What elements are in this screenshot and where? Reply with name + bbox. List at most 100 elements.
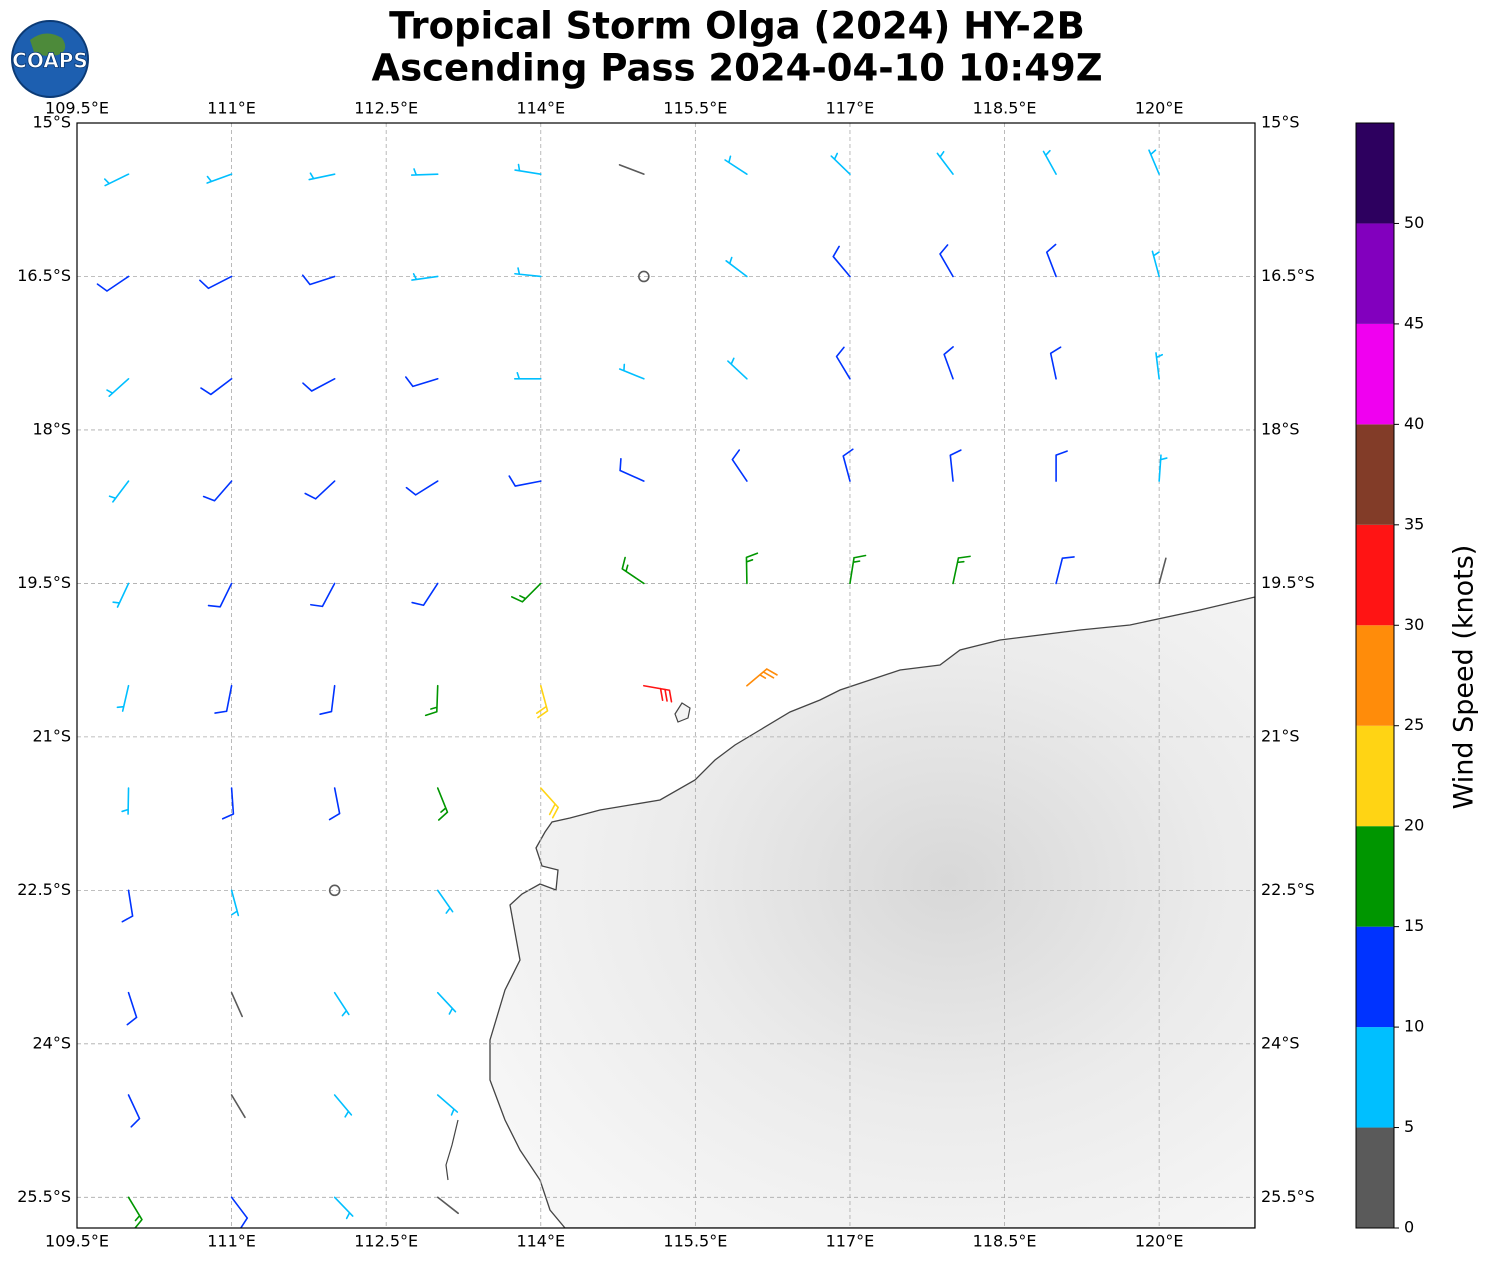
barb-shape xyxy=(849,554,867,585)
y-tick-label: 19.5°S xyxy=(1261,573,1315,592)
wind-barb xyxy=(436,787,449,821)
colorbar-tick-label: 45 xyxy=(1404,313,1424,332)
wind-barb xyxy=(436,991,457,1015)
wind-barb xyxy=(1049,346,1062,380)
barb-shape xyxy=(214,684,233,714)
colorbar: 0 5 10 15 20 25 30 35 40 45 50 xyxy=(1355,122,1424,1237)
y-tick-label: 16.5°S xyxy=(1261,266,1315,285)
wind-barb xyxy=(849,554,867,585)
wind-barb xyxy=(939,244,954,278)
wind-barb xyxy=(436,1094,459,1116)
wind-barb xyxy=(1151,250,1160,278)
colorbar-segment xyxy=(1356,625,1394,726)
subtitle: Ascending Pass 2024-04-10 10:49Z xyxy=(371,47,1102,90)
barb-shape xyxy=(230,1196,249,1228)
barb-shape xyxy=(514,163,542,175)
barb-shape xyxy=(301,274,336,286)
wind-barb xyxy=(333,1196,354,1220)
barb-shape xyxy=(618,164,645,175)
wind-barb xyxy=(207,582,233,608)
wind-barb xyxy=(126,991,138,1026)
barb-shape xyxy=(230,889,240,917)
x-tick-label: 109.5°E xyxy=(45,1232,109,1251)
barb-shape xyxy=(436,1094,459,1116)
calm-circle xyxy=(638,270,650,283)
barb-shape xyxy=(1049,346,1062,380)
wind-barb xyxy=(200,377,233,396)
barb-shape xyxy=(508,475,542,487)
barb-shape xyxy=(405,376,439,388)
x-tick-label: 115.5°E xyxy=(663,99,727,118)
barb-shape xyxy=(936,150,954,175)
y-tick-label: 16.5°S xyxy=(17,266,71,285)
barb-shape xyxy=(513,371,542,380)
wind-barb xyxy=(621,556,645,585)
barb-shape xyxy=(621,556,645,585)
wind-barb xyxy=(539,787,559,819)
barb-shape xyxy=(103,173,130,187)
barb-shape xyxy=(832,245,851,278)
barb-shape xyxy=(643,684,673,703)
barb-shape xyxy=(207,582,233,608)
barb-shape xyxy=(319,684,336,715)
wind-barb xyxy=(725,256,748,278)
wind-barb xyxy=(410,168,439,176)
x-tick-label: 111°E xyxy=(207,1232,256,1251)
wind-barb xyxy=(619,458,645,482)
barb-shape xyxy=(200,377,233,396)
barb-shape xyxy=(127,1196,143,1228)
wind-barb xyxy=(436,889,454,914)
wind-barb xyxy=(1158,557,1167,585)
wind-barb xyxy=(727,357,748,380)
barb-shape xyxy=(221,787,235,820)
wind-barb xyxy=(835,346,851,380)
barb-shape xyxy=(1042,149,1057,175)
wind-barb xyxy=(618,363,645,380)
wind-barb xyxy=(514,267,542,278)
wind-barb xyxy=(618,164,645,175)
wind-barb xyxy=(230,991,243,1018)
peninsula xyxy=(445,1119,459,1181)
wind-barb xyxy=(1055,450,1068,482)
barb-shape xyxy=(411,582,439,607)
wind-barb xyxy=(1155,352,1164,380)
wind-barb xyxy=(436,1196,460,1215)
barb-shape xyxy=(724,155,748,175)
wind-barb xyxy=(1148,149,1160,175)
barb-shape xyxy=(436,787,449,821)
x-tick-label: 118.5°E xyxy=(973,1232,1037,1251)
colorbar-segment xyxy=(1356,323,1394,425)
wind-barb xyxy=(302,377,336,392)
wind-barb xyxy=(96,275,130,292)
barb-shape xyxy=(1155,352,1164,380)
map-frame xyxy=(76,122,1256,1229)
wind-barb xyxy=(202,480,233,502)
colorbar-segment xyxy=(1356,1127,1394,1228)
wind-barb xyxy=(842,448,854,482)
wind-barb xyxy=(514,163,542,175)
wind-barb xyxy=(405,376,439,388)
y-tick-label: 18°S xyxy=(32,419,71,438)
wind-barb xyxy=(638,270,650,283)
wind-barb xyxy=(405,480,439,496)
colorbar-tick-label: 0 xyxy=(1404,1218,1414,1237)
y-tick-label: 18°S xyxy=(1261,419,1300,438)
x-tick-label: 112.5°E xyxy=(354,99,418,118)
y-tick-label: 21°S xyxy=(32,726,71,745)
wind-barb xyxy=(319,684,336,715)
barb-shape xyxy=(304,480,336,500)
barb-shape xyxy=(328,787,341,821)
wind-barb xyxy=(746,668,778,687)
wind-barb xyxy=(643,684,673,703)
colorbar-tick-label: 10 xyxy=(1404,1017,1424,1036)
barb-shape xyxy=(952,555,971,585)
barb-shape xyxy=(410,168,439,176)
wind-barb xyxy=(121,889,134,923)
barb-shape xyxy=(230,991,243,1018)
colorbar-tick-label: 20 xyxy=(1404,816,1424,835)
barb-shape xyxy=(424,684,439,717)
x-tick-label: 114°E xyxy=(516,1232,565,1251)
wind-barb xyxy=(230,889,240,917)
barb-shape xyxy=(731,449,748,482)
wind-barb xyxy=(745,552,759,585)
